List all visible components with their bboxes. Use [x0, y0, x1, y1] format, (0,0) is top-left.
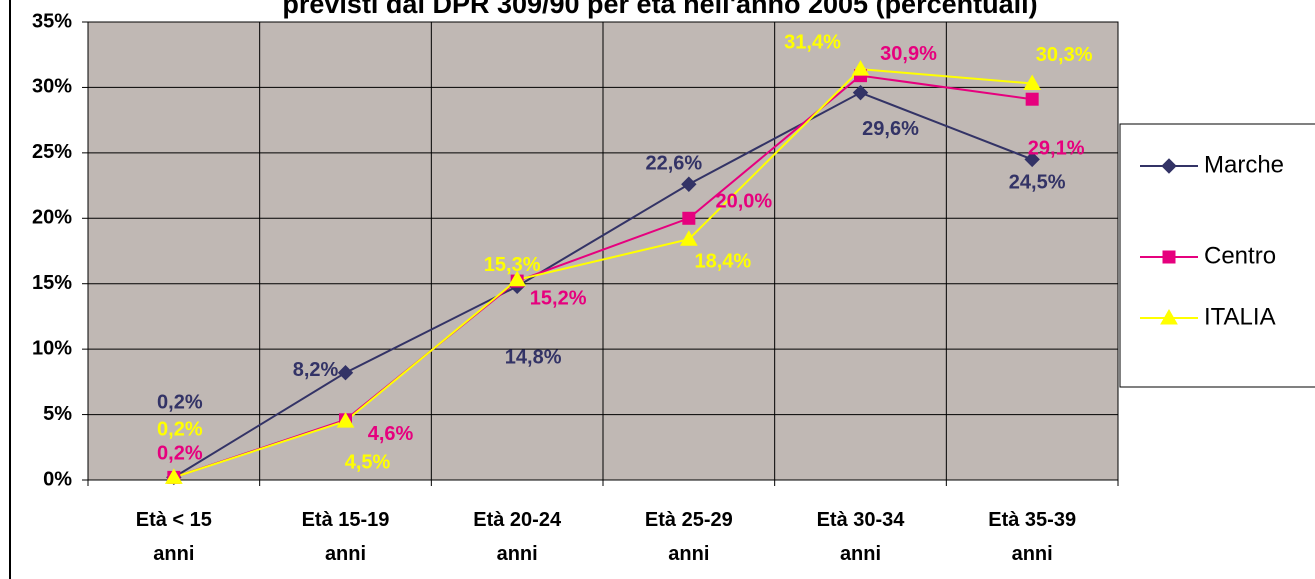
marker: [682, 211, 696, 225]
x-tick-label: Età 35-39 anni: [988, 509, 1077, 565]
data-label: 29,1%: [1028, 137, 1085, 159]
data-label: 20,0%: [715, 191, 772, 213]
data-label: 18,4%: [694, 251, 751, 273]
marker: [508, 270, 527, 287]
x-tick-label: Età 25-29 anni: [644, 509, 733, 565]
chart-title: previsti dal DPR 309/90 per età nell'ann…: [282, 0, 1037, 19]
data-label: 22,6%: [645, 153, 702, 175]
marker: [679, 230, 698, 246]
data-label: 4,6%: [368, 423, 414, 445]
y-tick-label: 25%: [32, 141, 72, 163]
y-tick-label: 35%: [32, 10, 72, 32]
series-line: [173, 68, 1033, 479]
legend-label: ITALIA: [1204, 303, 1276, 330]
x-tick-label: Età 30-34 anni: [816, 509, 905, 565]
data-label: 0,2%: [157, 443, 203, 465]
data-label: 30,3%: [1036, 44, 1093, 66]
data-label: 24,5%: [1009, 172, 1066, 194]
data-label: 0,2%: [157, 392, 203, 414]
marker: [164, 468, 183, 484]
marker: [1024, 151, 1040, 168]
y-tick-label: 5%: [43, 403, 72, 425]
legend-label: Marche: [1204, 151, 1284, 178]
marker: [681, 176, 697, 192]
marker: [1162, 250, 1176, 264]
marker: [1160, 308, 1178, 325]
data-label: 15,2%: [530, 287, 587, 309]
data-label: 8,2%: [293, 359, 339, 381]
marker: [337, 364, 354, 381]
y-tick-label: 0%: [43, 468, 72, 490]
x-tick-label: Età 20-24 anni: [473, 509, 562, 565]
marker: [1023, 74, 1042, 91]
legend: Marche Centro ITALIA: [1119, 123, 1315, 388]
x-tick-label: Età 15-19 anni: [301, 509, 390, 565]
data-label: 29,6%: [862, 118, 919, 140]
marker: [851, 60, 870, 76]
series-line: [173, 91, 1033, 479]
marker: [336, 412, 355, 428]
data-label: 30,9%: [880, 43, 937, 65]
legend-label: Centro: [1204, 242, 1276, 269]
y-tick-label: 10%: [32, 337, 72, 359]
marker: [1161, 158, 1177, 174]
x-tick-label: Età < 15 anni: [135, 509, 212, 565]
marker: [1025, 92, 1039, 106]
y-tick-label: 30%: [32, 76, 72, 98]
data-label: 31,4%: [784, 31, 841, 53]
y-tick-label: 20%: [32, 207, 72, 229]
data-label: 0,2%: [157, 419, 203, 441]
data-label: 14,8%: [505, 347, 562, 369]
legend-box: [1119, 123, 1315, 388]
y-tick-label: 15%: [32, 272, 72, 294]
data-label: 4,5%: [345, 451, 391, 473]
series-line: [173, 74, 1033, 479]
marker: [852, 84, 869, 101]
data-label: 15,3%: [484, 254, 541, 276]
